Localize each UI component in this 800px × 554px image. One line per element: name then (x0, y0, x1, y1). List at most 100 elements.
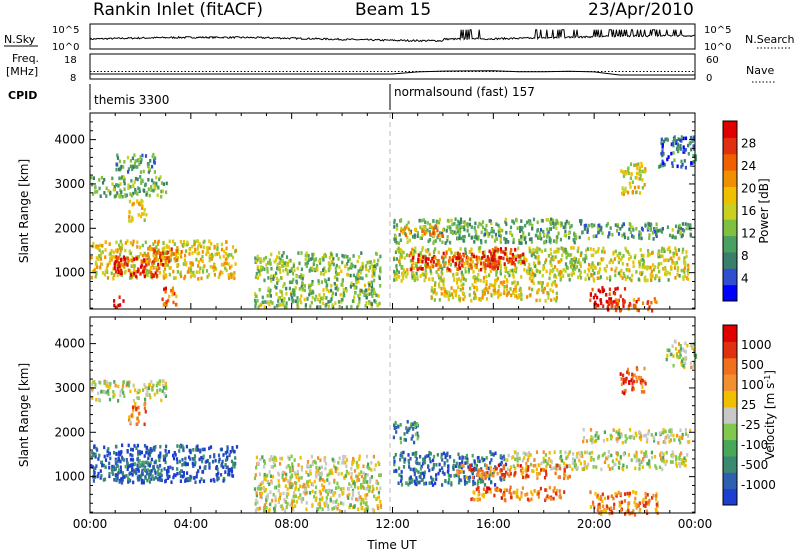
data-cell (678, 461, 681, 466)
data-cell (639, 173, 642, 178)
data-cell (328, 268, 331, 273)
data-cell (672, 354, 675, 358)
data-cell (148, 193, 151, 198)
data-cell (493, 249, 496, 253)
data-cell (518, 241, 521, 245)
data-cell (555, 488, 558, 493)
data-cell (213, 266, 217, 270)
data-cell (538, 490, 541, 494)
data-cell (112, 267, 115, 271)
data-cell (393, 225, 396, 229)
data-cell (641, 186, 644, 190)
data-cell (112, 465, 115, 469)
data-cell (108, 397, 112, 402)
data-cell (544, 453, 547, 457)
data-cell (633, 500, 636, 505)
data-cell (542, 264, 545, 268)
data-cell (183, 258, 186, 262)
data-cell (406, 240, 409, 244)
data-cell (120, 263, 123, 267)
data-cell (229, 450, 232, 454)
data-cell (283, 305, 287, 309)
data-cell (463, 227, 466, 232)
data-cell (320, 280, 323, 284)
data-cell (331, 291, 334, 296)
data-cell (596, 226, 599, 230)
data-cell (414, 246, 417, 250)
data-cell (504, 462, 508, 467)
data-cell (106, 453, 109, 458)
data-cell (453, 459, 456, 463)
data-cell (605, 456, 608, 461)
data-cell (563, 465, 566, 470)
data-cell (305, 470, 308, 474)
data-cell (507, 240, 510, 244)
power-frame (89, 112, 696, 310)
data-cell (530, 490, 533, 494)
data-cell (488, 259, 491, 264)
data-cell (691, 139, 694, 143)
data-cell (105, 390, 108, 395)
data-cell (309, 304, 312, 309)
data-cell (667, 278, 670, 282)
data-cell (483, 483, 487, 487)
data-cell (509, 465, 512, 469)
data-cell (332, 262, 335, 267)
data-cell (149, 447, 152, 451)
data-cell (523, 237, 526, 241)
data-cell (631, 273, 634, 278)
data-cell (130, 193, 133, 198)
data-cell (153, 448, 156, 452)
data-cell (187, 267, 190, 271)
data-cell (680, 139, 683, 143)
data-cell (371, 294, 374, 299)
cpid-mode-1: themis 3300 (94, 93, 169, 107)
data-cell (443, 472, 446, 476)
data-cell (623, 499, 627, 503)
data-cell (533, 458, 536, 462)
data-cell (291, 465, 294, 469)
data-cell (499, 234, 502, 238)
data-cell (627, 236, 630, 240)
data-cell (545, 269, 548, 274)
data-cell (395, 430, 398, 434)
data-cell (373, 299, 376, 303)
data-cell (542, 456, 545, 461)
data-cell (479, 474, 482, 478)
data-cell (253, 487, 257, 491)
data-cell (515, 217, 518, 222)
data-cell (427, 264, 430, 269)
data-cell (452, 467, 455, 471)
data-cell (308, 285, 311, 290)
data-cell (570, 257, 573, 262)
data-cell (304, 262, 307, 266)
data-cell (673, 235, 677, 240)
data-cell (459, 288, 462, 292)
data-cell (435, 463, 438, 467)
data-cell (520, 491, 523, 495)
data-cell (326, 478, 329, 482)
data-cell (499, 462, 502, 467)
data-cell (531, 271, 534, 276)
data-cell (151, 448, 154, 453)
data-cell (638, 262, 641, 266)
data-cell (451, 231, 454, 236)
data-cell (164, 260, 167, 264)
data-cell (676, 433, 679, 438)
data-cell (603, 267, 606, 271)
data-cell (511, 252, 514, 257)
data-cell (657, 249, 660, 253)
data-cell (563, 472, 566, 476)
data-cell (493, 284, 496, 288)
data-cell (129, 420, 132, 424)
freq-unit-label: [MHz] (6, 65, 38, 78)
data-cell (94, 452, 97, 457)
data-cell (127, 268, 130, 273)
data-cell (134, 159, 137, 163)
data-cell (459, 247, 462, 251)
colorbar-swatch (723, 186, 737, 204)
data-cell (104, 248, 107, 252)
data-cell (157, 467, 160, 471)
data-cell (105, 194, 108, 198)
